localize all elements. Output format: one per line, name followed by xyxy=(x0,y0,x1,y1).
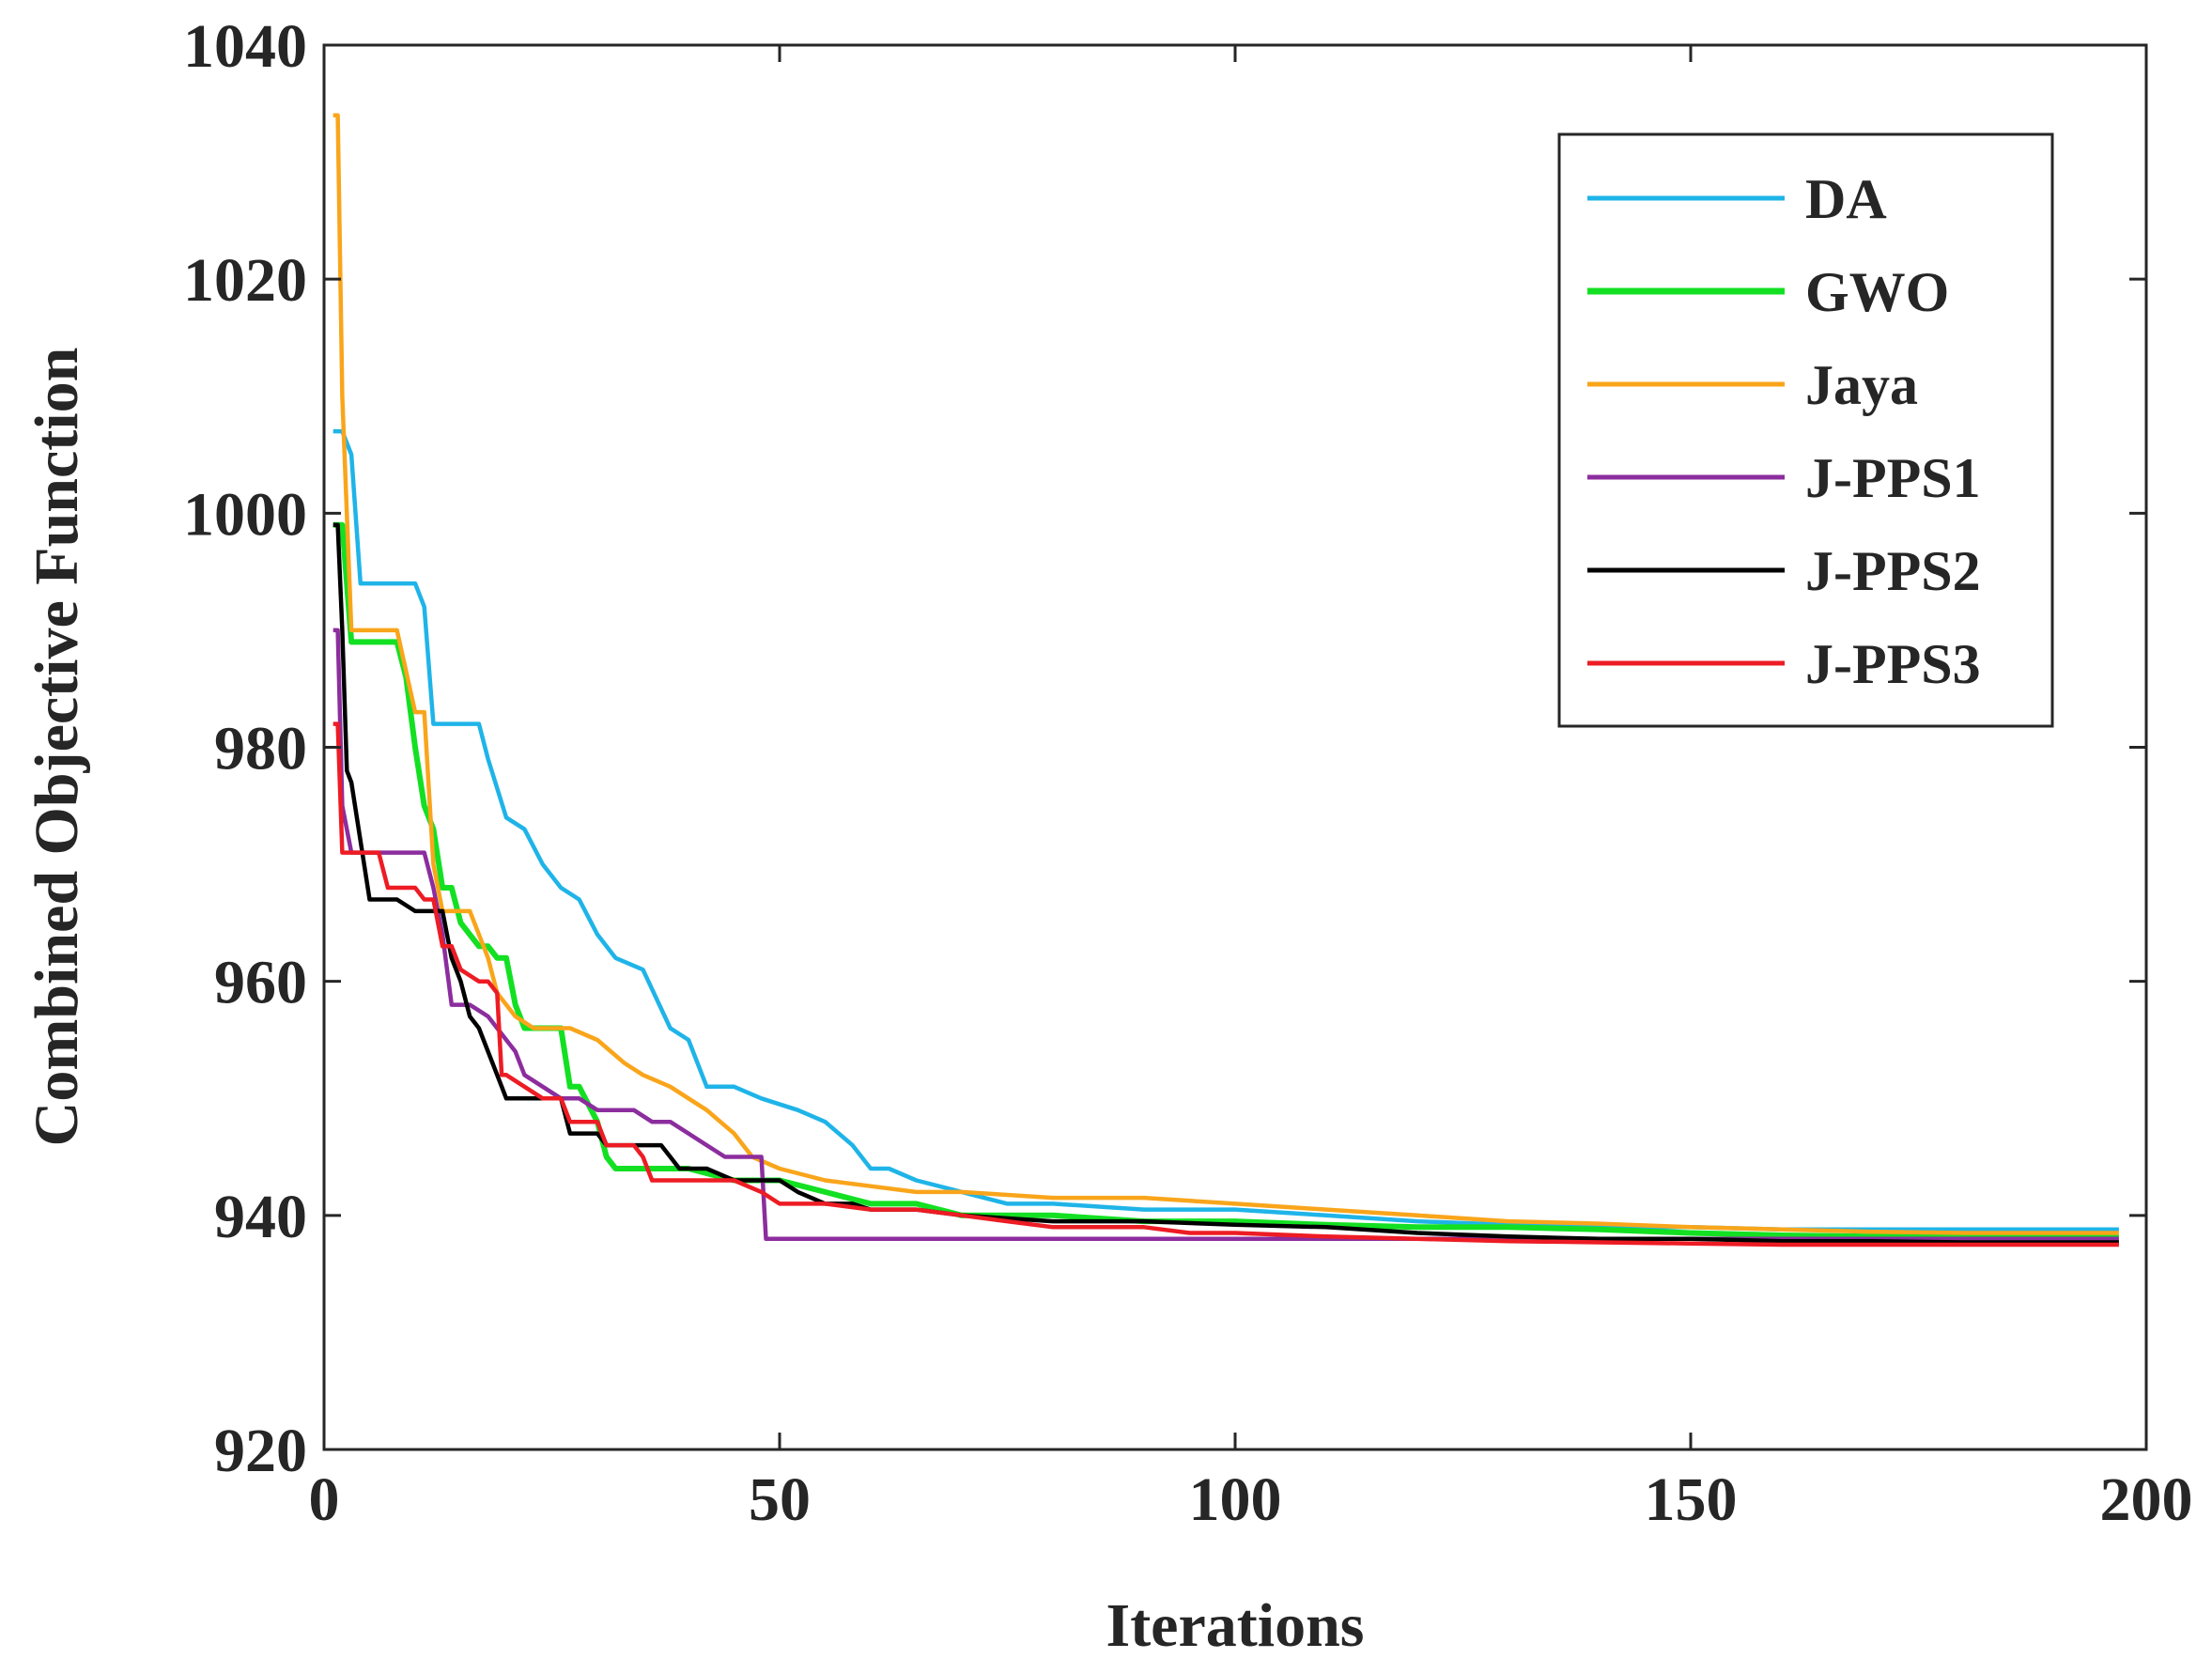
x-axis-label: Iterations xyxy=(1106,1591,1365,1660)
y-tick-label: 980 xyxy=(214,715,307,783)
y-tick-label: 920 xyxy=(214,1417,307,1485)
legend-label-j-pps1: J-PPS1 xyxy=(1805,447,1981,509)
series-line-jaya xyxy=(333,113,2119,1235)
y-axis-label: Combined Objective Function xyxy=(23,348,91,1147)
legend-label-da: DA xyxy=(1805,168,1887,230)
legend-label-j-pps2: J-PPS2 xyxy=(1805,540,1981,602)
x-tick-label: 50 xyxy=(749,1465,811,1534)
y-tick-label: 1000 xyxy=(183,480,307,549)
y-tick-label: 1040 xyxy=(183,12,307,81)
y-tick-label: 960 xyxy=(214,949,307,1017)
legend-label-jaya: Jaya xyxy=(1805,354,1918,416)
y-tick-label: 1020 xyxy=(183,246,307,315)
y-tick-label: 940 xyxy=(214,1183,307,1251)
legend-label-j-pps3: J-PPS3 xyxy=(1805,633,1981,695)
series-line-j-pps1 xyxy=(333,628,2119,1242)
x-tick-label: 200 xyxy=(2100,1465,2193,1534)
legend-box xyxy=(1557,132,2054,728)
series-line-da xyxy=(333,428,2119,1232)
x-tick-label: 100 xyxy=(1189,1465,1282,1534)
x-axis: 0 50 100 150 200 xyxy=(309,45,2193,1534)
x-tick-label: 150 xyxy=(1645,1465,1738,1534)
legend-label-gwo: GWO xyxy=(1805,261,1949,323)
plot-area xyxy=(333,113,2119,1248)
legend[interactable]: DA GWO Jaya J-PPS1 J-PPS2 J-PPS3 xyxy=(1557,132,2054,728)
x-tick-label: 0 xyxy=(309,1465,340,1534)
y-axis: 920 940 960 980 1000 1020 1040 xyxy=(183,12,2146,1485)
series-line-j-pps2 xyxy=(333,522,2119,1245)
series-line-j-pps3 xyxy=(333,721,2119,1248)
